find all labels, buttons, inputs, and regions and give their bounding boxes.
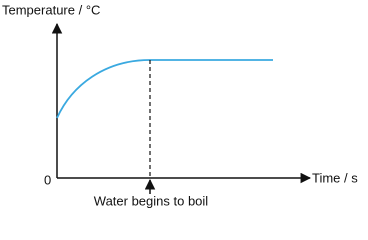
- origin-label: 0: [44, 172, 51, 187]
- boiling-annotation: Water begins to boil: [94, 193, 209, 208]
- x-axis-label: Time / s: [312, 170, 358, 185]
- page: Temperature / °C Time / s 0 Water begins…: [2, 2, 359, 209]
- y-axis-label: Temperature / °C: [2, 2, 100, 17]
- diagram: Temperature / °C Time / s 0 Water begins…: [2, 2, 359, 209]
- heating-curve: [56, 59, 273, 119]
